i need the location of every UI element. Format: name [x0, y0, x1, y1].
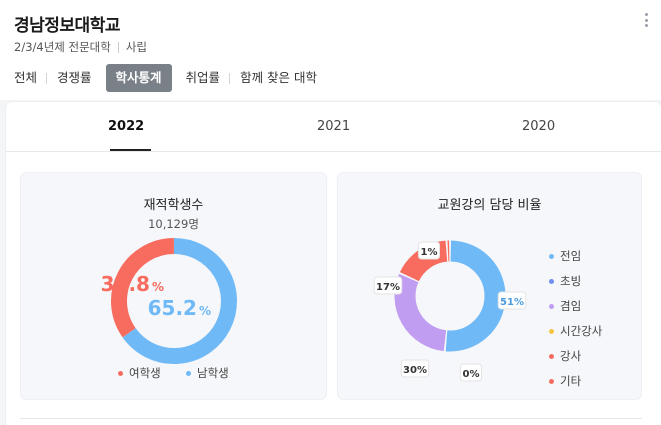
legend-label: 기타: [560, 374, 582, 388]
male-label: 남학생: [197, 366, 229, 380]
male-arc: [122, 238, 237, 364]
university-subtitle: 2/3/4년제 전문대학 사립: [14, 39, 147, 55]
female-arc: [111, 238, 175, 338]
active-year-indicator: [110, 149, 151, 151]
female-dot-icon: [118, 370, 123, 376]
gender-donut-chart: 34.8% 65.2%: [101, 238, 237, 364]
faculty-legend-item: 초빙: [549, 273, 581, 289]
faculty-donut-ring: [394, 240, 506, 352]
legend-dot-icon: [549, 378, 554, 384]
faculty-label-5: 1%: [421, 247, 438, 258]
faculty-label-4: 17%: [376, 282, 400, 293]
faculty-legend-item: 시간강사: [549, 323, 602, 339]
year-tab-2022[interactable]: 2022: [108, 119, 145, 134]
faculty-legend-item: 겸임: [549, 298, 581, 314]
gender-donut-ring: [111, 238, 237, 364]
university-name: 경남정보대학교: [14, 16, 120, 36]
faculty-legend-item: 전임: [549, 248, 581, 264]
year-tabs: 2022 2021 2020: [6, 102, 661, 152]
school-type: 2/3/4년제 전문대학: [14, 40, 111, 54]
legend-dot-icon: [549, 278, 554, 284]
tab-competition[interactable]: 경쟁률: [57, 70, 92, 85]
tab-academic-stats[interactable]: 학사통계: [105, 64, 172, 92]
section-divider: [20, 418, 642, 419]
faculty-label-box-0: [497, 291, 527, 310]
female-label: 여학생: [129, 366, 161, 380]
legend-female: 여학생: [118, 365, 161, 381]
legend-label: 전임: [560, 249, 582, 263]
legend-male: 남학생: [186, 365, 229, 381]
faculty-arc-2: [394, 273, 447, 352]
more-options-icon[interactable]: [643, 13, 649, 29]
student-count-card: 재적학생수 10,129명 34.8% 65.2% 여학생 남학생: [20, 172, 327, 400]
faculty-data-labels: 51% 0% 30% 17% 1%: [373, 241, 527, 382]
faculty-donut-chart: 51% 0% 30% 17% 1%: [373, 240, 527, 382]
male-dot-icon: [186, 370, 191, 376]
divider: [117, 41, 119, 53]
legend-label: 초빙: [560, 274, 582, 288]
legend-label: 겸임: [560, 299, 582, 313]
faculty-arc-0: [445, 240, 506, 352]
faculty-label-box-4: [373, 276, 403, 295]
faculty-label-2: 30%: [403, 365, 427, 376]
faculty-legend-item: 기타: [549, 373, 581, 389]
faculty-label-box-2: [400, 359, 430, 378]
student-count-title: 재적학생수: [143, 198, 204, 213]
tab-all[interactable]: 전체: [4, 64, 48, 92]
legend-dot-icon: [549, 328, 554, 334]
legend-label: 시간강사: [560, 324, 603, 338]
faculty-label-box-1: [460, 363, 482, 382]
year-tab-2021[interactable]: 2021: [317, 119, 351, 134]
male-percent: 65.2%: [148, 296, 211, 320]
university-header: 경남정보대학교 2/3/4년제 전문대학 사립 전체 경쟁률 학사통계 취업률 …: [0, 0, 661, 100]
faculty-label-box-5: [418, 241, 440, 260]
school-ownership: 사립: [125, 40, 148, 54]
faculty-legend-item: 강사: [549, 348, 581, 364]
category-tabs: 전체 경쟁률 학사통계 취업률 함께 찾은 대학: [4, 64, 327, 92]
faculty-ratio-title: 교원강의 담당 비율: [437, 198, 542, 213]
female-percent: 34.8%: [101, 272, 164, 296]
legend-label: 강사: [560, 349, 582, 363]
faculty-label-0: 51%: [500, 297, 524, 308]
faculty-label-1: 0%: [463, 369, 480, 380]
student-total: 10,129명: [148, 217, 199, 231]
legend-dot-icon: [549, 303, 554, 309]
tab-employment[interactable]: 취업률: [176, 64, 231, 92]
tab-related-universities[interactable]: 함께 찾은 대학: [240, 70, 318, 85]
legend-dot-icon: [549, 253, 554, 259]
legend-dot-icon: [549, 353, 554, 359]
year-tab-2020[interactable]: 2020: [522, 119, 556, 134]
